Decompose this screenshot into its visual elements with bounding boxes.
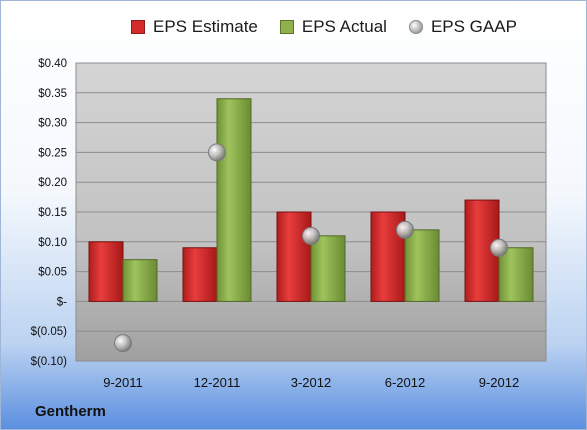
legend-label-gaap: EPS GAAP [430,17,517,36]
y-tick-label: $0.40 [38,58,67,70]
marker-eps-gaap [490,238,508,257]
bar-eps-actual [310,235,346,302]
y-tick-label: $0.20 [38,177,67,189]
legend-swatch-estimate [131,20,145,34]
y-tick-label: $0.30 [38,118,67,130]
bar-eps-actual [404,229,440,302]
bar-eps-estimate [182,247,218,302]
plot-border [75,62,547,362]
y-tick-label: $0.35 [38,88,67,100]
legend-item-estimate: EPS Estimate [131,17,258,37]
legend-swatch-actual [279,20,294,34]
y-tick-label: $0.10 [38,237,67,249]
bar-eps-actual [216,98,252,302]
bar-eps-estimate [88,241,124,302]
x-tick-label: 3-2012 [291,375,331,390]
marker-eps-gaap [302,226,320,245]
bar-eps-actual [122,259,158,302]
bar-eps-actual [498,247,534,302]
legend: EPS Estimate EPS Actual EPS GAAP [131,17,539,37]
y-tick-label: $- [57,296,67,308]
legend-label-estimate: EPS Estimate [153,17,258,36]
x-tick-label: 9-2011 [103,375,143,390]
y-tick-label: $0.15 [38,207,67,219]
legend-item-actual: EPS Actual [279,17,387,37]
x-tick-label: 12-2011 [194,375,241,390]
y-tick-label: $0.05 [38,267,67,279]
marker-eps-gaap [114,334,132,353]
legend-label-actual: EPS Actual [301,17,387,36]
legend-item-gaap: EPS GAAP [408,17,517,37]
legend-marker-gaap [408,20,423,34]
y-tick-label: $0.25 [38,147,67,159]
x-tick-label: 6-2012 [385,375,425,390]
marker-eps-gaap [208,143,226,162]
y-tick-label: $(0.10) [31,356,68,368]
y-tick-label: $(0.05) [31,326,68,338]
marker-eps-gaap [396,220,414,239]
x-tick-label: 9-2012 [479,375,519,390]
bar-eps-estimate [276,211,312,302]
company-name: Gentherm [35,403,106,420]
